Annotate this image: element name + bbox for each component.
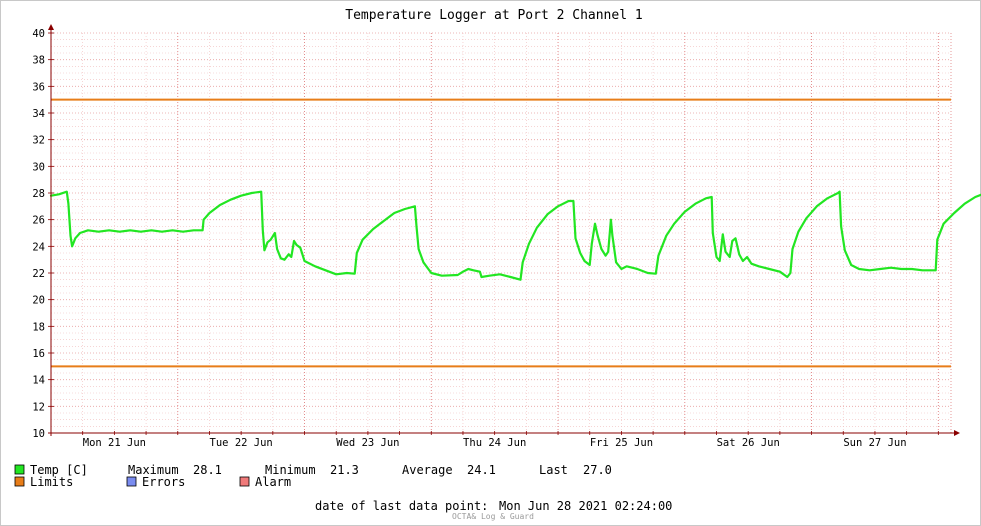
y-tick-label: 24 [32,241,45,253]
axes [48,24,960,436]
y-tick-label: 36 [32,81,45,93]
y-tick-label: 40 [32,28,45,40]
x-day-label: Wed 23 Jun [336,437,399,449]
y-tick-label: 32 [32,135,45,147]
x-tick-labels: Mon 21 Jun Tue 22 Jun Wed 23 Jun Thu 24 Jun… [83,437,907,449]
last-value: 27.0 [583,463,612,477]
x-day-label: Fri 25 Jun [590,437,653,449]
maximum-label: Maximum [128,463,179,477]
temp-legend-label: Temp [C] [30,463,88,477]
credit-text: OCTA& Log & Guard [452,512,534,521]
alarm-legend-label: Alarm [255,475,291,489]
limit-lines [51,98,951,368]
y-tick-label: 18 [32,321,45,333]
temperature-series-line [49,190,981,281]
temp-legend-swatch [14,464,25,475]
minimum-label: Minimum [265,463,316,477]
y-tick-labels: 10 12 14 16 18 20 22 24 26 28 30 32 34 36 38 40 [32,28,45,440]
minimum-value: 21.3 [330,463,359,477]
maximum-value: 28.1 [193,463,222,477]
x-day-label: Sun 27 Jun [843,437,906,449]
x-day-label: Mon 21 Jun [83,437,146,449]
y-tick-label: 38 [32,55,45,67]
limits-legend-swatch [14,476,25,487]
series-layer [49,190,981,281]
x-day-label: Thu 24 Jun [463,437,526,449]
x-day-label: Tue 22 Jun [210,437,273,449]
y-tick-label: 28 [32,188,45,200]
last-data-point-label: date of last data point: [315,499,488,513]
average-value: 24.1 [467,463,496,477]
y-tick-label: 34 [32,108,45,120]
errors-legend-label: Errors [142,475,185,489]
y-tick-label: 22 [32,268,45,280]
x-day-label: Sat 26 Jun [717,437,780,449]
grid [50,32,952,434]
average-label: Average [402,463,453,477]
y-tick-label: 10 [32,428,45,440]
y-tick-label: 26 [32,215,45,227]
last-label: Last [539,463,568,477]
alarm-legend-swatch [239,476,250,487]
y-tick-label: 16 [32,348,45,360]
y-tick-label: 20 [32,295,45,307]
y-tick-label: 12 [32,401,45,413]
errors-legend-swatch [126,476,137,487]
y-tick-label: 14 [32,375,45,387]
last-data-point-value: Mon Jun 28 2021 02:24:00 [499,499,672,513]
x-axis-arrow [954,430,960,436]
y-tick-label: 30 [32,161,45,173]
chart-title: Temperature Logger at Port 2 Channel 1 [345,8,642,23]
limits-legend-label: Limits [30,475,73,489]
y-axis-arrow [48,24,54,30]
